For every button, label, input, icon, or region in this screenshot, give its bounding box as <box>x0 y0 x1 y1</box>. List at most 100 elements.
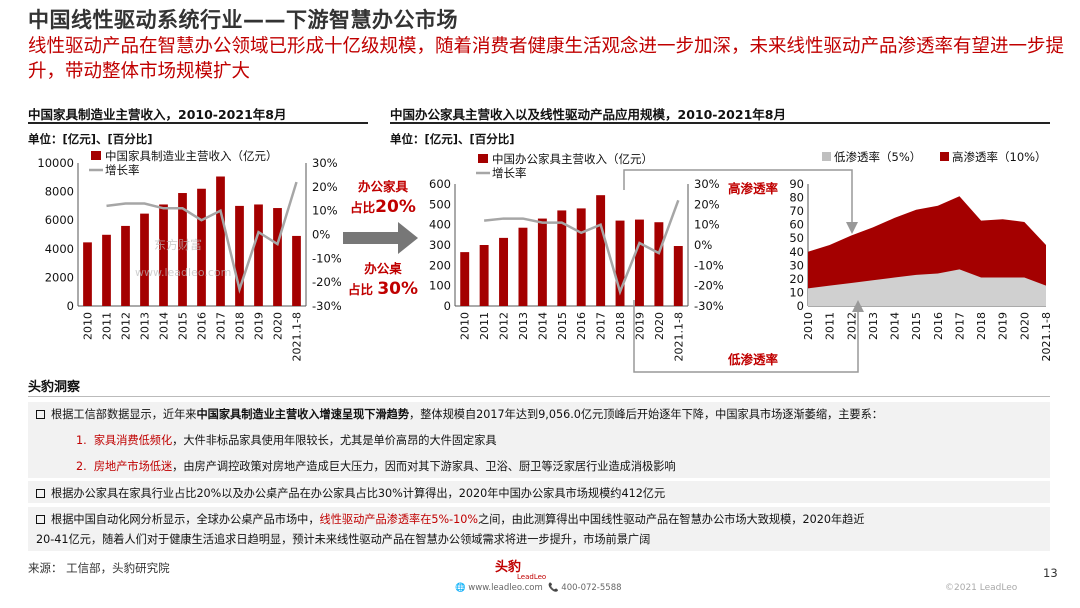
area-y-tick-label: 10 <box>789 285 804 299</box>
x-tick-label: 2013 <box>139 312 152 340</box>
sub1-red: 家具消费低频化 <box>93 434 173 447</box>
legend-low-label: 低渗透率（5%） <box>834 150 921 164</box>
footer-phone: 📞 400-072-5588 <box>548 583 622 593</box>
bullet-square-icon <box>36 514 45 524</box>
bullet3-pre: 根据中国自动化网分析显示，全球办公桌产品市场中， <box>51 513 320 526</box>
sub2-rest: ，由房产调控政策对房地产造成巨大压力，因而对其下游家具、卫浴、厨卫等泛家居行业造… <box>172 460 676 473</box>
x-tick-label: 2016 <box>575 312 588 340</box>
sub2-red: 房地产市场低迷 <box>93 460 173 473</box>
bullet-square-icon <box>36 409 45 419</box>
bullet2-text: 根据办公家具在家具行业占比20%以及办公桌产品在办公家具占比30%计算得出，20… <box>51 487 666 500</box>
left-chart-rule <box>28 122 368 124</box>
bullet3-post: 之间，由此测算得出中国线性驱动产品在智慧办公市场大致规模，2020年趋近 <box>478 513 865 526</box>
left-chart-title: 中国家具制造业主营收入，2010-2021年8月 <box>28 107 287 122</box>
watermark-site: www.leadleo.com <box>135 266 232 279</box>
area-x-tick-label: 2010 <box>802 312 815 340</box>
bar-2013 <box>140 213 149 306</box>
x-tick-label: 2020 <box>653 312 666 340</box>
x-tick-label: 2019 <box>253 312 266 340</box>
left-y-tick-label: 400 <box>429 218 451 232</box>
x-tick-label: 2015 <box>556 312 569 340</box>
office-furniture-chart: 0 100 200 300 400 500 600 -30% -20% -10% 0% 10% 20% 3… <box>429 152 724 361</box>
x-tick-label: 2017 <box>595 312 608 340</box>
low-penetration-label: 低渗透率 <box>728 352 779 367</box>
area-x-tick-label: 2012 <box>845 312 858 340</box>
bullet3-red: 线性驱动产品渗透率在5%-10% <box>319 513 479 526</box>
area-y-tick-label: 40 <box>789 245 804 259</box>
bar-2016 <box>197 188 206 306</box>
high-bracket <box>623 169 858 234</box>
insight-bullet-3-cont: 20-41亿元，随着人们对于健康生活追求日趋明显，预计未来线性驱动产品在智慧办公… <box>36 533 651 546</box>
low-bracket <box>633 300 864 373</box>
legend-bar-label: 中国家具制造业主营收入（亿元） <box>105 149 278 163</box>
area-y-tick-label: 70 <box>789 204 804 218</box>
footer-website-text[interactable]: www.leadleo.com <box>468 583 543 593</box>
x-tick-label: 2016 <box>196 312 209 340</box>
x-tick-label: 2012 <box>498 312 511 340</box>
x-tick-label: 2017 <box>215 312 228 340</box>
bar-2015 <box>557 210 567 306</box>
bullet-square-icon <box>36 488 45 498</box>
right-y-tick-label: -30% <box>694 299 724 313</box>
right-y-tick-label: -30% <box>312 299 342 313</box>
x-tick-label: 2010 <box>82 312 95 340</box>
right-y-tick-label: 10% <box>312 204 338 218</box>
area-x-tick-label: 2018 <box>975 312 988 340</box>
bar-2012 <box>499 237 509 306</box>
flow-arrow-icon <box>343 222 418 254</box>
area-x-tick-label: 2016 <box>932 312 945 340</box>
area-x-tick-label: 2011 <box>824 312 837 340</box>
area-y-tick-label: 0 <box>797 299 804 313</box>
desk-callout-line1: 办公桌 <box>364 261 402 276</box>
area-y-tick-label: 90 <box>789 177 804 191</box>
page-number: 13 <box>1043 566 1058 580</box>
bar-2020 <box>654 222 664 306</box>
area-y-tick-label: 50 <box>789 231 804 245</box>
right-chart-unit: 单位：[亿元]、[百分比] <box>390 132 515 146</box>
page-subtitle: 线性驱动产品在智慧办公领域已形成十亿级规模，随着消费者健康生活观念进一步加深，未… <box>28 36 1065 82</box>
desk-callout-prefix: 占比 <box>347 282 378 297</box>
footer-website[interactable]: 🌐 www.leadleo.com <box>455 583 543 593</box>
sub1-rest: ，大件非标品家具使用年限较长，尤其是单价高昂的大件固定家具 <box>172 434 497 447</box>
legend-high-label: 高渗透率（10%） <box>952 150 1047 164</box>
legend-bar-swatch <box>91 151 101 160</box>
right-y-tick-label: -10% <box>312 251 342 265</box>
right-chart-title: 中国办公家具主营收入以及线性驱动产品应用规模，2010-2021年8月 <box>390 107 786 122</box>
insight-box-2: 根据办公家具在家具行业占比20%以及办公桌产品在办公家具占比30%计算得出，20… <box>28 481 1050 503</box>
left-y-tick-label: 500 <box>429 197 451 211</box>
bar-2012 <box>121 225 130 306</box>
bar-2014 <box>537 218 547 306</box>
growth-rate-line <box>106 181 298 294</box>
page-title: 中国线性驱动系统行业——下游智慧办公市场 <box>28 8 458 32</box>
charts-canvas: 0200040006000800010000-30%-20%-10%0%10%2… <box>37 149 1053 373</box>
desk-share-callout: 办公桌 占比 30% <box>343 258 423 300</box>
right-y-tick-label: 0% <box>312 228 330 242</box>
bar-2018 <box>235 205 244 306</box>
high-penetration-label: 高渗透率 <box>728 181 779 196</box>
right-y-tick-label: -20% <box>694 279 724 293</box>
bar-2017 <box>216 176 225 306</box>
legend-low-swatch <box>822 152 831 161</box>
office-callout-line1: 办公家具 <box>357 179 408 194</box>
area-x-tick-label: 2015 <box>910 312 923 340</box>
bar-2021.1-8 <box>673 246 683 306</box>
left-chart-unit: 单位：[亿元]、[百分比] <box>28 132 153 146</box>
insight-heading: 头豹洞察 <box>28 380 81 395</box>
source-note: 来源： 工信部，头豹研究院 <box>28 561 170 575</box>
desk-callout-pct: 30% <box>377 279 419 299</box>
x-tick-label: 2018 <box>614 312 627 340</box>
left-y-tick-label: 600 <box>429 177 451 191</box>
bar-2016 <box>576 208 586 306</box>
bar-2011 <box>102 234 111 306</box>
legend-bar-label: 中国办公家具主营收入（亿元） <box>492 152 653 166</box>
x-tick-label: 2014 <box>536 312 549 340</box>
insight-box-3: 根据中国自动化网分析显示，全球办公桌产品市场中，线性驱动产品渗透率在5%-10%… <box>28 507 1050 551</box>
insight-sub-1: 1. 家具消费低频化，大件非标品家具使用年限较长，尤其是单价高昂的大件固定家具 <box>76 432 497 448</box>
bullet1-bold: 中国家具制造业主营收入增速呈现下滑趋势 <box>196 408 410 421</box>
x-tick-label: 2013 <box>517 312 530 340</box>
logo-en: LeadLeo <box>517 573 547 581</box>
x-tick-label: 2021.1-8 <box>291 312 304 361</box>
left-y-tick-label: 4000 <box>45 242 74 256</box>
insight-rule <box>28 396 1050 397</box>
area-x-tick-label: 2019 <box>997 312 1010 340</box>
